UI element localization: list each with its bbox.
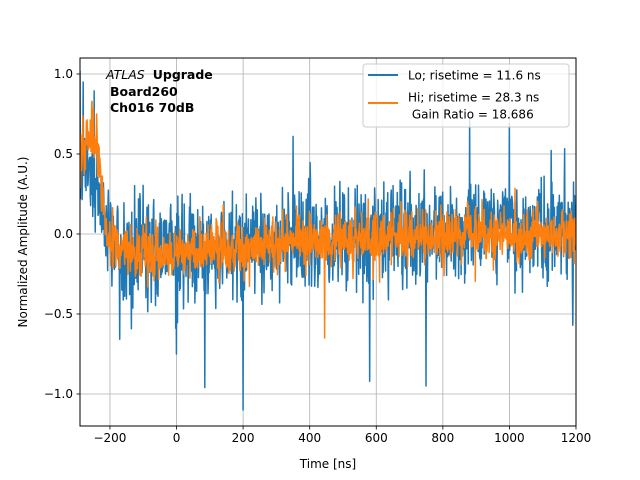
legend-label-lo: Lo; risetime = 11.6 ns xyxy=(408,69,541,83)
legend-box xyxy=(362,63,570,128)
axis-ticks: −200 0 200 400 600 800 1000 1200 −1.0 −0.5 0.0 0.5 1… xyxy=(44,67,591,445)
annotation-board: Board260 xyxy=(110,84,178,99)
x-tick-label: 200 xyxy=(232,431,255,445)
x-tick-label: 800 xyxy=(431,431,454,445)
x-tick-label: 400 xyxy=(298,431,321,445)
annotation-channel: Ch016 70dB xyxy=(110,100,194,115)
axes-frame xyxy=(79,57,577,427)
svg-text:ATLAS Upgrade: ATLAS Upgrade xyxy=(105,67,213,82)
series-line-hi xyxy=(80,100,576,339)
y-tick-label: 0.0 xyxy=(54,227,73,241)
y-axis-label: Normalized Amplitude (A.U.) xyxy=(16,157,30,328)
legend-label-hi: Hi; risetime = 28.3 ns xyxy=(408,91,539,105)
x-tick-label: 600 xyxy=(365,431,388,445)
atlas-annotation: ATLAS Upgrade Board260 Ch016 70dB xyxy=(105,67,213,115)
y-tick-label: 1.0 xyxy=(54,67,73,81)
y-tick-label: −1.0 xyxy=(44,387,73,401)
y-tick-label: 0.5 xyxy=(54,147,73,161)
y-tick-label: −0.5 xyxy=(44,307,73,321)
x-tick-label: −200 xyxy=(93,431,126,445)
annotation-atlas: ATLAS xyxy=(105,67,145,82)
legend-gain-ratio: Gain Ratio = 18.686 xyxy=(408,108,534,122)
x-axis-label: Time [ns] xyxy=(299,457,356,471)
plot-area xyxy=(80,70,576,411)
x-tick-label: 1000 xyxy=(494,431,525,445)
x-tick-label: 1200 xyxy=(561,431,592,445)
annotation-upgrade: Upgrade xyxy=(153,67,213,82)
legend: Lo; risetime = 11.6 ns Hi; risetime = 28… xyxy=(362,63,570,128)
x-tick-label: 0 xyxy=(173,431,181,445)
